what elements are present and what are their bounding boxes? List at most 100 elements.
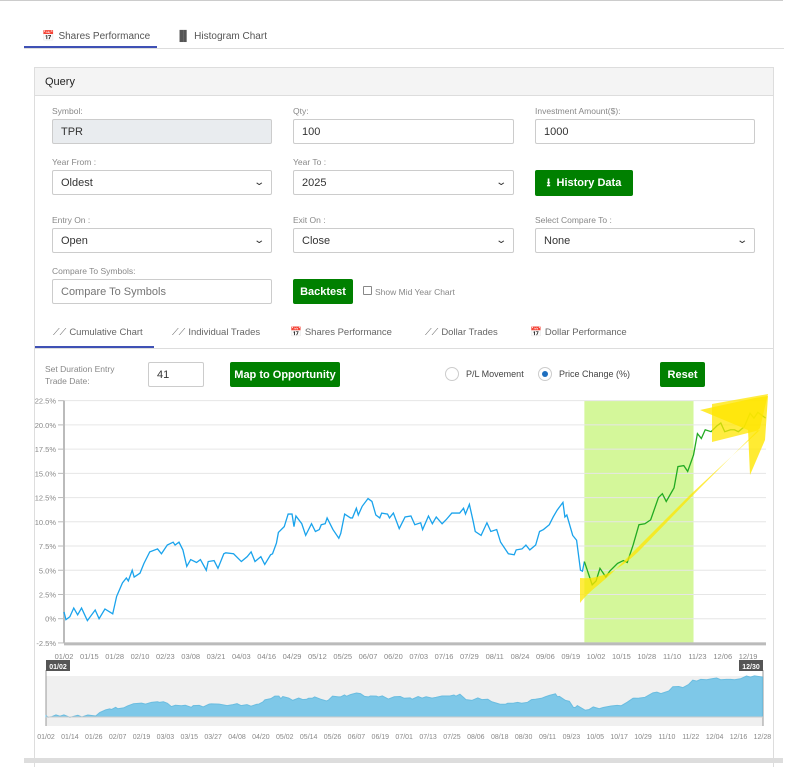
tab-shares-performance[interactable]: 📅 Shares Performance bbox=[42, 24, 150, 48]
tab-cumulative-chart[interactable]: ⟋⟋ Cumulative Chart bbox=[53, 323, 143, 341]
x-tick-label: 08/24 bbox=[511, 652, 530, 661]
compare-to-label: Select Compare To : bbox=[535, 215, 612, 225]
compare-to-select[interactable]: None ⌄ bbox=[535, 228, 755, 253]
price-change-radio[interactable] bbox=[538, 367, 552, 381]
inner-tab-divider bbox=[35, 348, 774, 349]
year-to-select[interactable]: 2025 ⌄ bbox=[293, 170, 514, 195]
compare-symbols-label: Compare To Symbols: bbox=[52, 266, 136, 276]
navigator-tick-label: 05/14 bbox=[300, 734, 318, 741]
tab-dollar-performance[interactable]: 📅 Dollar Performance bbox=[530, 323, 627, 341]
select-value: Open bbox=[61, 234, 88, 247]
y-tick-label: -2.5% bbox=[36, 639, 56, 648]
navigator-tick-label: 05/02 bbox=[276, 734, 294, 741]
tab-histogram-chart[interactable]: ▐▌ Histogram Chart bbox=[176, 24, 267, 48]
tab-divider bbox=[24, 48, 784, 49]
navigator-range-badge bbox=[46, 660, 70, 671]
navigator-tick-label: 06/19 bbox=[372, 734, 390, 741]
navigator-tick-label: 08/30 bbox=[515, 734, 533, 741]
investment-label: Investment Amount($): bbox=[535, 106, 621, 116]
navigator-tick-label: 09/23 bbox=[563, 734, 581, 741]
x-tick-label: 03/21 bbox=[207, 652, 226, 661]
x-tick-label: 04/03 bbox=[232, 652, 251, 661]
x-tick-label: 04/29 bbox=[283, 652, 302, 661]
tab-individual-trades[interactable]: ⟋⟋ Individual Trades bbox=[172, 323, 260, 341]
y-tick-label: 7.5% bbox=[39, 542, 56, 551]
navigator-range-badge bbox=[739, 660, 763, 671]
duration-label-line: Set Duration Entry bbox=[45, 364, 115, 374]
x-tick-label: 05/25 bbox=[333, 652, 352, 661]
navigator-tick-label: 11/10 bbox=[658, 734, 675, 741]
x-tick-label: 05/12 bbox=[308, 652, 327, 661]
cumulative-chart: 22.5% 20.0% 17.5% 15.0% 12.5% 10.0% 7.5% 5.0% 2.… bbox=[35, 394, 771, 741]
calendar-icon: 📅 bbox=[530, 326, 542, 338]
map-to-opportunity-button[interactable]: Map to Opportunity bbox=[230, 362, 340, 387]
pl-movement-radio[interactable] bbox=[445, 367, 459, 381]
chevron-down-icon: ⌄ bbox=[494, 177, 507, 188]
navigator-tick-label: 08/18 bbox=[491, 734, 509, 741]
select-value: None bbox=[544, 234, 571, 247]
x-tick-label: 01/15 bbox=[80, 652, 99, 661]
navigator-tick-label: 03/03 bbox=[157, 734, 175, 741]
price-change-label: Price Change (%) bbox=[559, 369, 631, 379]
x-tick-label: 06/20 bbox=[384, 652, 403, 661]
top-border bbox=[0, 0, 783, 1]
navigator-tick-label: 10/29 bbox=[634, 734, 652, 741]
x-tick-label: 10/28 bbox=[637, 652, 656, 661]
line-chart-icon: ⟋⟋ bbox=[53, 326, 67, 338]
tab-label: Shares Performance bbox=[58, 30, 151, 42]
chevron-down-icon: ⌄ bbox=[252, 235, 265, 246]
reset-button[interactable]: Reset bbox=[660, 362, 705, 387]
navigator-tick-label: 03/15 bbox=[181, 734, 199, 741]
navigator-tick-label: 06/07 bbox=[348, 734, 366, 741]
button-label: History Data bbox=[556, 177, 622, 189]
bottom-scrollbar[interactable] bbox=[24, 758, 783, 763]
navigator-tick-label: 11/22 bbox=[682, 734, 699, 741]
line-chart-icon: ⟋⟋ bbox=[172, 326, 186, 338]
tab-dollar-trades[interactable]: ⟋⟋ Dollar Trades bbox=[425, 323, 498, 341]
entry-on-select[interactable]: Open ⌄ bbox=[52, 228, 272, 253]
active-inner-tab-indicator bbox=[35, 346, 154, 348]
year-from-select[interactable]: Oldest ⌄ bbox=[52, 170, 272, 195]
x-tick-label: 04/16 bbox=[257, 652, 276, 661]
navigator-tick-label: 07/25 bbox=[443, 734, 461, 741]
exit-on-select[interactable]: Close ⌄ bbox=[293, 228, 514, 253]
history-data-button[interactable]: ⭳ History Data bbox=[535, 170, 633, 196]
x-tick-label: 09/06 bbox=[536, 652, 555, 661]
x-tick-label: 11/10 bbox=[663, 652, 681, 661]
query-header: Query bbox=[34, 67, 774, 96]
x-tick-label: 12/19 bbox=[739, 652, 758, 661]
navigator-tick-label: 12/16 bbox=[730, 734, 748, 741]
mid-year-checkbox[interactable] bbox=[363, 286, 372, 295]
y-tick-label: 22.5% bbox=[35, 397, 57, 406]
investment-input[interactable]: 1000 bbox=[535, 119, 755, 144]
series-line bbox=[63, 497, 586, 622]
y-tick-label: 2.5% bbox=[39, 590, 56, 599]
x-tick-label: 07/29 bbox=[460, 652, 479, 661]
navigator-tick-label: 02/07 bbox=[109, 734, 127, 741]
navigator-tick-label: 01/14 bbox=[61, 734, 79, 741]
tab-label: Dollar Trades bbox=[441, 326, 498, 338]
navigator-tick-label: 04/20 bbox=[252, 734, 270, 741]
navigator-tick-label: 01/26 bbox=[85, 734, 103, 741]
x-tick-label: 11/23 bbox=[688, 652, 706, 661]
navigator-tick-label: 09/11 bbox=[539, 734, 556, 741]
y-tick-label: 12.5% bbox=[35, 494, 57, 503]
duration-label-line: Trade Date: bbox=[45, 376, 90, 386]
symbol-input[interactable]: TPR bbox=[52, 119, 272, 144]
y-tick-label: 20.0% bbox=[35, 421, 57, 430]
y-tick-label: 15.0% bbox=[35, 469, 57, 478]
duration-input[interactable]: 41 bbox=[148, 362, 204, 387]
backtest-button[interactable]: Backtest bbox=[293, 279, 353, 304]
qty-input[interactable]: 100 bbox=[293, 119, 514, 144]
tab-label: Histogram Chart bbox=[194, 30, 267, 42]
download-icon: ⭳ bbox=[546, 176, 551, 189]
exit-on-label: Exit On : bbox=[293, 215, 326, 225]
x-tick-label: 07/16 bbox=[435, 652, 454, 661]
year-from-label: Year From : bbox=[52, 157, 97, 167]
tab-shares-performance-inner[interactable]: 📅 Shares Performance bbox=[290, 323, 392, 341]
navigator-range-label: 12/30 bbox=[742, 664, 760, 671]
x-tick-label: 02/10 bbox=[131, 652, 150, 661]
trend-arrow-head bbox=[700, 396, 768, 475]
compare-symbols-input[interactable] bbox=[52, 279, 272, 304]
x-tick-label: 10/02 bbox=[587, 652, 606, 661]
